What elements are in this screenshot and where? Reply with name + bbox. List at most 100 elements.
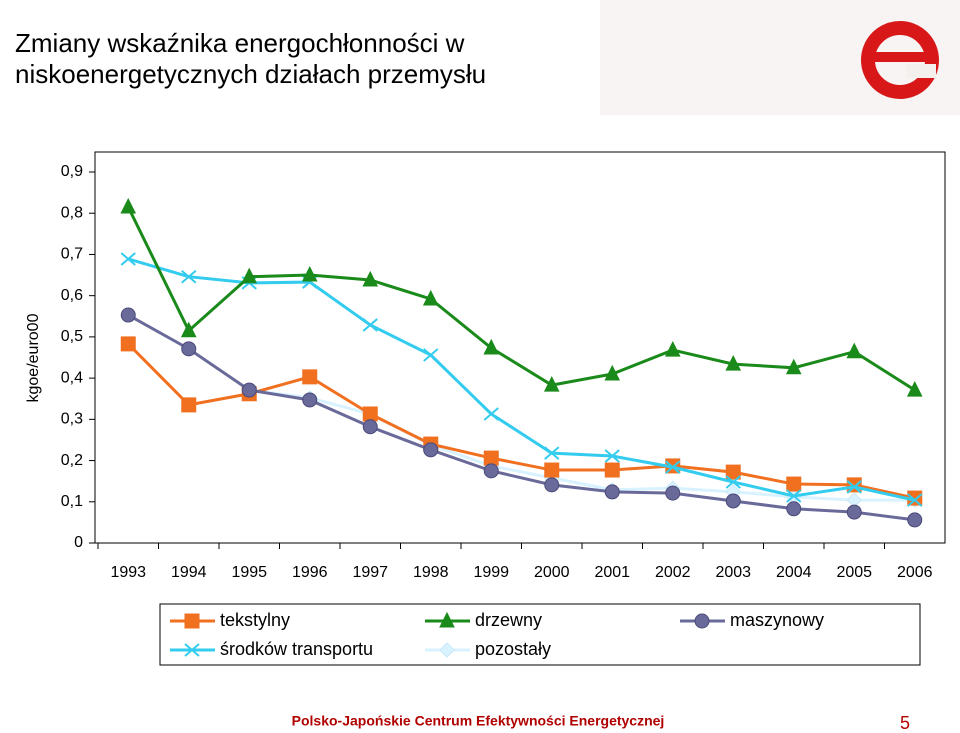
legend-marker	[439, 611, 455, 628]
marker	[483, 450, 499, 466]
marker	[422, 289, 439, 306]
marker	[241, 267, 258, 284]
y-tick-label: 0,3	[61, 411, 83, 428]
x-tick-label: 1995	[231, 564, 267, 581]
marker	[181, 341, 197, 357]
marker	[906, 380, 923, 397]
marker	[302, 369, 318, 385]
page-number: 5	[900, 713, 910, 733]
marker	[439, 642, 455, 658]
y-axis-label: kgoe/euro00	[25, 313, 42, 402]
x-tick-label: 1998	[413, 564, 449, 581]
y-tick-label: 0,8	[61, 204, 83, 221]
legend-marker	[184, 613, 200, 629]
marker	[301, 265, 318, 282]
legend	[159, 603, 921, 666]
marker	[362, 270, 379, 287]
legend-marker	[694, 613, 710, 629]
marker	[483, 338, 500, 355]
marker	[543, 376, 560, 392]
y-tick-label: 0,9	[61, 163, 83, 180]
series-line	[249, 388, 915, 502]
marker	[362, 419, 378, 435]
marker	[604, 462, 620, 478]
marker	[120, 336, 136, 352]
marker	[544, 477, 560, 493]
x-tick-label: 2005	[836, 564, 872, 581]
marker	[604, 364, 621, 381]
x-tick-label: 1999	[473, 564, 509, 581]
marker	[665, 485, 681, 501]
marker	[423, 442, 439, 458]
marker	[786, 501, 802, 517]
x-tick-label: 1993	[110, 564, 146, 581]
x-tick-label: 1996	[292, 564, 328, 581]
marker	[725, 464, 741, 480]
y-tick-label: 0,2	[61, 452, 83, 469]
series-line	[126, 206, 916, 392]
series-line	[127, 313, 915, 522]
marker	[362, 318, 378, 332]
marker	[694, 613, 710, 629]
x-tick-label: 1994	[171, 564, 207, 581]
marker	[362, 406, 378, 422]
legend-label: tekstylny	[220, 610, 290, 630]
legend-label: drzewny	[475, 610, 542, 630]
x-tick-label: 1997	[352, 564, 388, 581]
y-tick-label: 0,5	[61, 328, 83, 345]
marker	[483, 407, 499, 421]
marker	[544, 446, 560, 460]
marker	[184, 643, 200, 657]
marker	[846, 504, 862, 520]
y-tick-label: 0,1	[61, 493, 83, 510]
logo	[861, 21, 939, 99]
legend-label: pozostały	[475, 639, 551, 659]
marker	[184, 613, 200, 629]
marker	[725, 493, 741, 509]
marker	[785, 358, 802, 375]
title-line: niskoenergetycznych działach przemysłu	[15, 59, 486, 89]
marker	[907, 493, 923, 507]
marker	[302, 392, 318, 408]
marker	[180, 321, 197, 338]
chart-title: Zmiany wskaźnika energochłonności w nisko…	[15, 28, 486, 89]
y-tick-label: 0,4	[61, 369, 83, 386]
marker	[181, 269, 197, 284]
marker	[725, 354, 742, 371]
marker	[120, 307, 136, 323]
marker	[120, 252, 136, 266]
x-tick-label: 2001	[594, 564, 630, 581]
marker	[846, 480, 862, 494]
marker	[604, 484, 620, 500]
marker	[604, 449, 620, 463]
marker	[439, 611, 455, 628]
x-tick-label: 2006	[897, 564, 933, 581]
marker	[665, 460, 681, 474]
marker	[786, 489, 802, 503]
marker	[664, 340, 681, 357]
legend-label: środków transportu	[220, 639, 373, 659]
title-line: Zmiany wskaźnika energochłonności w	[15, 28, 465, 58]
legend-marker	[439, 642, 455, 658]
legend-marker	[184, 643, 200, 657]
marker	[423, 348, 439, 362]
marker	[120, 197, 137, 214]
marker	[483, 463, 499, 479]
y-tick-label: 0,6	[61, 287, 83, 304]
x-tick-label: 2002	[655, 564, 691, 581]
y-tick-label: 0,7	[61, 246, 83, 263]
marker	[241, 382, 257, 398]
x-tick-label: 2003	[715, 564, 751, 581]
marker	[181, 397, 197, 413]
marker	[725, 475, 741, 489]
footer: Polsko-Japońskie Centrum Efektywności En…	[292, 713, 665, 729]
marker	[846, 477, 862, 493]
legend-label: maszynowy	[730, 610, 824, 630]
marker	[544, 462, 560, 478]
marker	[786, 476, 802, 492]
y-tick-label: 0	[74, 534, 83, 551]
series-line	[127, 257, 916, 502]
marker	[907, 512, 923, 528]
x-tick-label: 2004	[776, 564, 812, 581]
